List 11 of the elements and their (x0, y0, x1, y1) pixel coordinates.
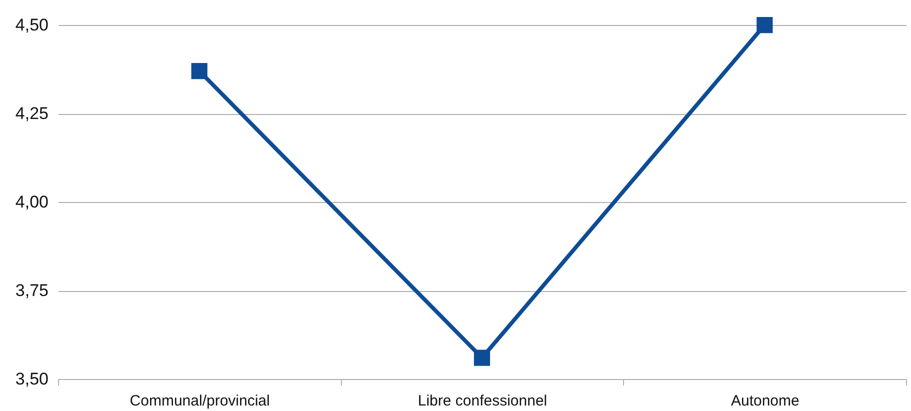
y-tick-label: 3,75 (15, 281, 48, 300)
point (756, 16, 773, 34)
x-tick-label: Autonome (730, 392, 800, 410)
point (474, 350, 490, 366)
y-tick-label: 3,50 (15, 370, 48, 388)
y-tick-label: 4,50 (15, 16, 48, 34)
y-tick-label: 4,25 (15, 104, 48, 123)
x-tick-label: Libre confessionnel (418, 392, 548, 410)
point (191, 62, 208, 80)
y-tick-label: 4,00 (15, 192, 48, 212)
x-tick-label: Communal/provincial (130, 392, 270, 410)
